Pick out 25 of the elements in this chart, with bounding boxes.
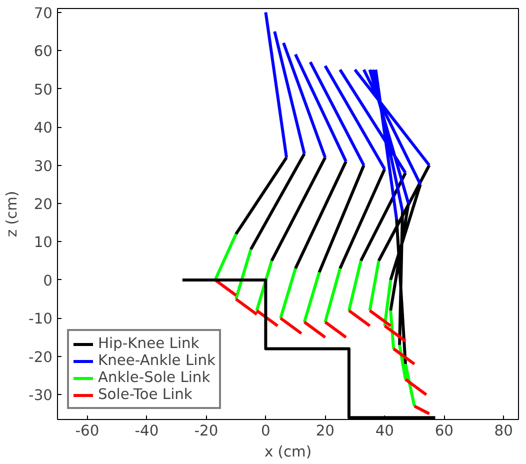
x-tick-label: 40 [375,422,394,440]
legend-label: Hip-Knee Link [98,335,200,352]
y-tick-label: 50 [34,81,53,98]
y-tick-label: -20 [28,348,53,366]
legend-label: Knee-Ankle Link [98,352,216,369]
x-tick-label: -20 [194,422,218,440]
y-axis-title: z (cm) [4,190,21,238]
x-tick-label: 80 [494,422,513,440]
y-tick-label: -10 [28,310,53,328]
x-axis-title: x (cm) [264,444,312,460]
x-tick-label: 20 [316,422,335,440]
x-tick-label: -40 [134,422,159,440]
y-tick-label: 30 [34,158,53,175]
x-tick-label: -60 [75,422,100,440]
y-tick-label: 10 [34,234,53,252]
legend-label: Sole-Toe Link [98,386,192,403]
y-tick-label: -30 [28,387,53,404]
legend-label: Ankle-Sole Link [98,369,210,386]
y-tick-label: 0 [43,272,53,290]
y-tick-label: 60 [34,43,53,60]
y-tick-label: 40 [34,120,53,137]
y-tick-label: 70 [34,4,53,22]
x-tick-label: 60 [434,422,454,440]
y-tick-label: 20 [34,196,53,213]
x-tick-label: 0 [261,422,270,440]
